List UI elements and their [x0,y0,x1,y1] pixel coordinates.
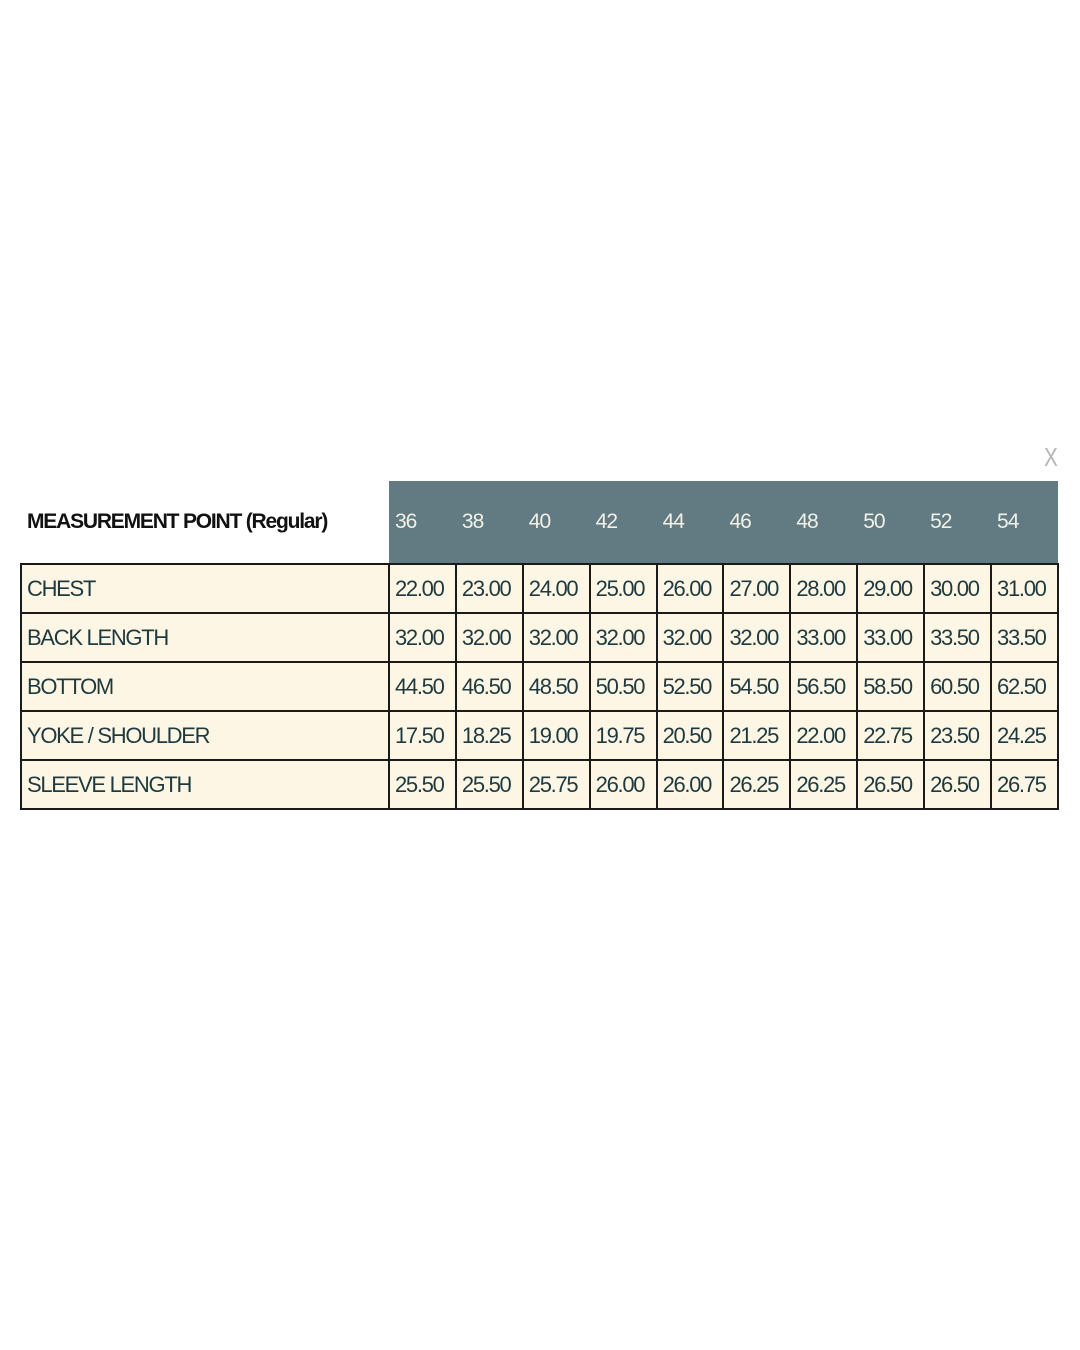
cell-size-44: 52.50 [656,661,725,712]
cell-size-36: 22.00 [388,563,457,614]
header-row: MEASUREMENT POINT (Regular) 36 38 40 42 44 46… [21,481,1058,564]
size-header-44: 44 [656,481,724,564]
cell-size-40: 32.00 [522,612,591,663]
table-body: CHEST 22.00 23.00 24.00 25.00 26.00 27.00 28.00… [20,563,1059,810]
cell-size-48: 56.50 [789,661,859,712]
size-header-36: 36 [389,481,456,564]
cell-size-42: 26.00 [589,759,658,810]
table-row: BACK LENGTH 32.00 32.00 32.00 32.00 32.00 32.0… [20,612,1059,663]
cell-size-48: 26.25 [789,759,859,810]
table-row: YOKE / SHOULDER 17.50 18.25 19.00 19.75 20.50… [20,710,1059,761]
row-label: CHEST [20,563,390,614]
cell-size-46: 21.25 [722,710,792,761]
size-chart-table: MEASUREMENT POINT (Regular) 36 38 40 42 44 46… [20,481,1059,810]
size-header-42: 42 [589,481,657,564]
cell-size-48: 33.00 [789,612,859,663]
cell-size-54: 26.75 [990,759,1059,810]
row-label: BACK LENGTH [20,612,390,663]
cell-size-54: 33.50 [990,612,1059,663]
cell-size-46: 54.50 [722,661,792,712]
cell-size-44: 20.50 [656,710,725,761]
cell-size-46: 27.00 [722,563,792,614]
cell-size-42: 19.75 [589,710,658,761]
row-label: BOTTOM [20,661,390,712]
cell-size-50: 58.50 [856,661,926,712]
cell-size-36: 17.50 [388,710,457,761]
cell-size-52: 26.50 [923,759,993,810]
cell-size-54: 62.50 [990,661,1059,712]
size-header-40: 40 [522,481,590,564]
cell-size-40: 24.00 [522,563,591,614]
cell-size-52: 23.50 [923,710,993,761]
cell-size-38: 18.25 [455,710,524,761]
size-header-50: 50 [857,481,925,564]
size-header-48: 48 [790,481,858,564]
cell-size-40: 25.75 [522,759,591,810]
size-header-46: 46 [723,481,791,564]
cell-size-44: 32.00 [656,612,725,663]
cell-size-46: 26.25 [722,759,792,810]
cell-size-48: 28.00 [789,563,859,614]
table-row: SLEEVE LENGTH 25.50 25.50 25.75 26.00 26.00 26… [20,759,1059,810]
row-label: SLEEVE LENGTH [20,759,390,810]
cell-size-40: 48.50 [522,661,591,712]
cell-size-36: 44.50 [388,661,457,712]
size-header-52: 52 [924,481,992,564]
table-row: BOTTOM 44.50 46.50 48.50 50.50 52.50 54.50 56.5… [20,661,1059,712]
cell-size-50: 29.00 [856,563,926,614]
cell-size-54: 24.25 [990,710,1059,761]
cell-size-42: 25.00 [589,563,658,614]
cell-size-40: 19.00 [522,710,591,761]
cell-size-36: 32.00 [388,612,457,663]
cell-size-44: 26.00 [656,563,725,614]
cell-size-52: 60.50 [923,661,993,712]
cell-size-38: 23.00 [455,563,524,614]
measurement-point-header: MEASUREMENT POINT (Regular) [21,481,389,564]
size-header-38: 38 [455,481,523,564]
cell-size-36: 25.50 [388,759,457,810]
cell-size-50: 26.50 [856,759,926,810]
cell-size-54: 31.00 [990,563,1059,614]
size-header-54: 54 [991,481,1058,564]
cell-size-38: 46.50 [455,661,524,712]
cell-size-48: 22.00 [789,710,859,761]
cell-size-52: 30.00 [923,563,993,614]
cell-size-46: 32.00 [722,612,792,663]
cell-size-50: 33.00 [856,612,926,663]
cell-size-50: 22.75 [856,710,926,761]
size-chart: MEASUREMENT POINT (Regular) 36 38 40 42 44 46… [20,481,1059,810]
row-label: YOKE / SHOULDER [20,710,390,761]
close-icon[interactable]: X [1044,442,1058,472]
cell-size-52: 33.50 [923,612,993,663]
table-row: CHEST 22.00 23.00 24.00 25.00 26.00 27.00 28.00… [20,563,1059,614]
cell-size-38: 25.50 [455,759,524,810]
cell-size-44: 26.00 [656,759,725,810]
cell-size-42: 32.00 [589,612,658,663]
cell-size-42: 50.50 [589,661,658,712]
cell-size-38: 32.00 [455,612,524,663]
